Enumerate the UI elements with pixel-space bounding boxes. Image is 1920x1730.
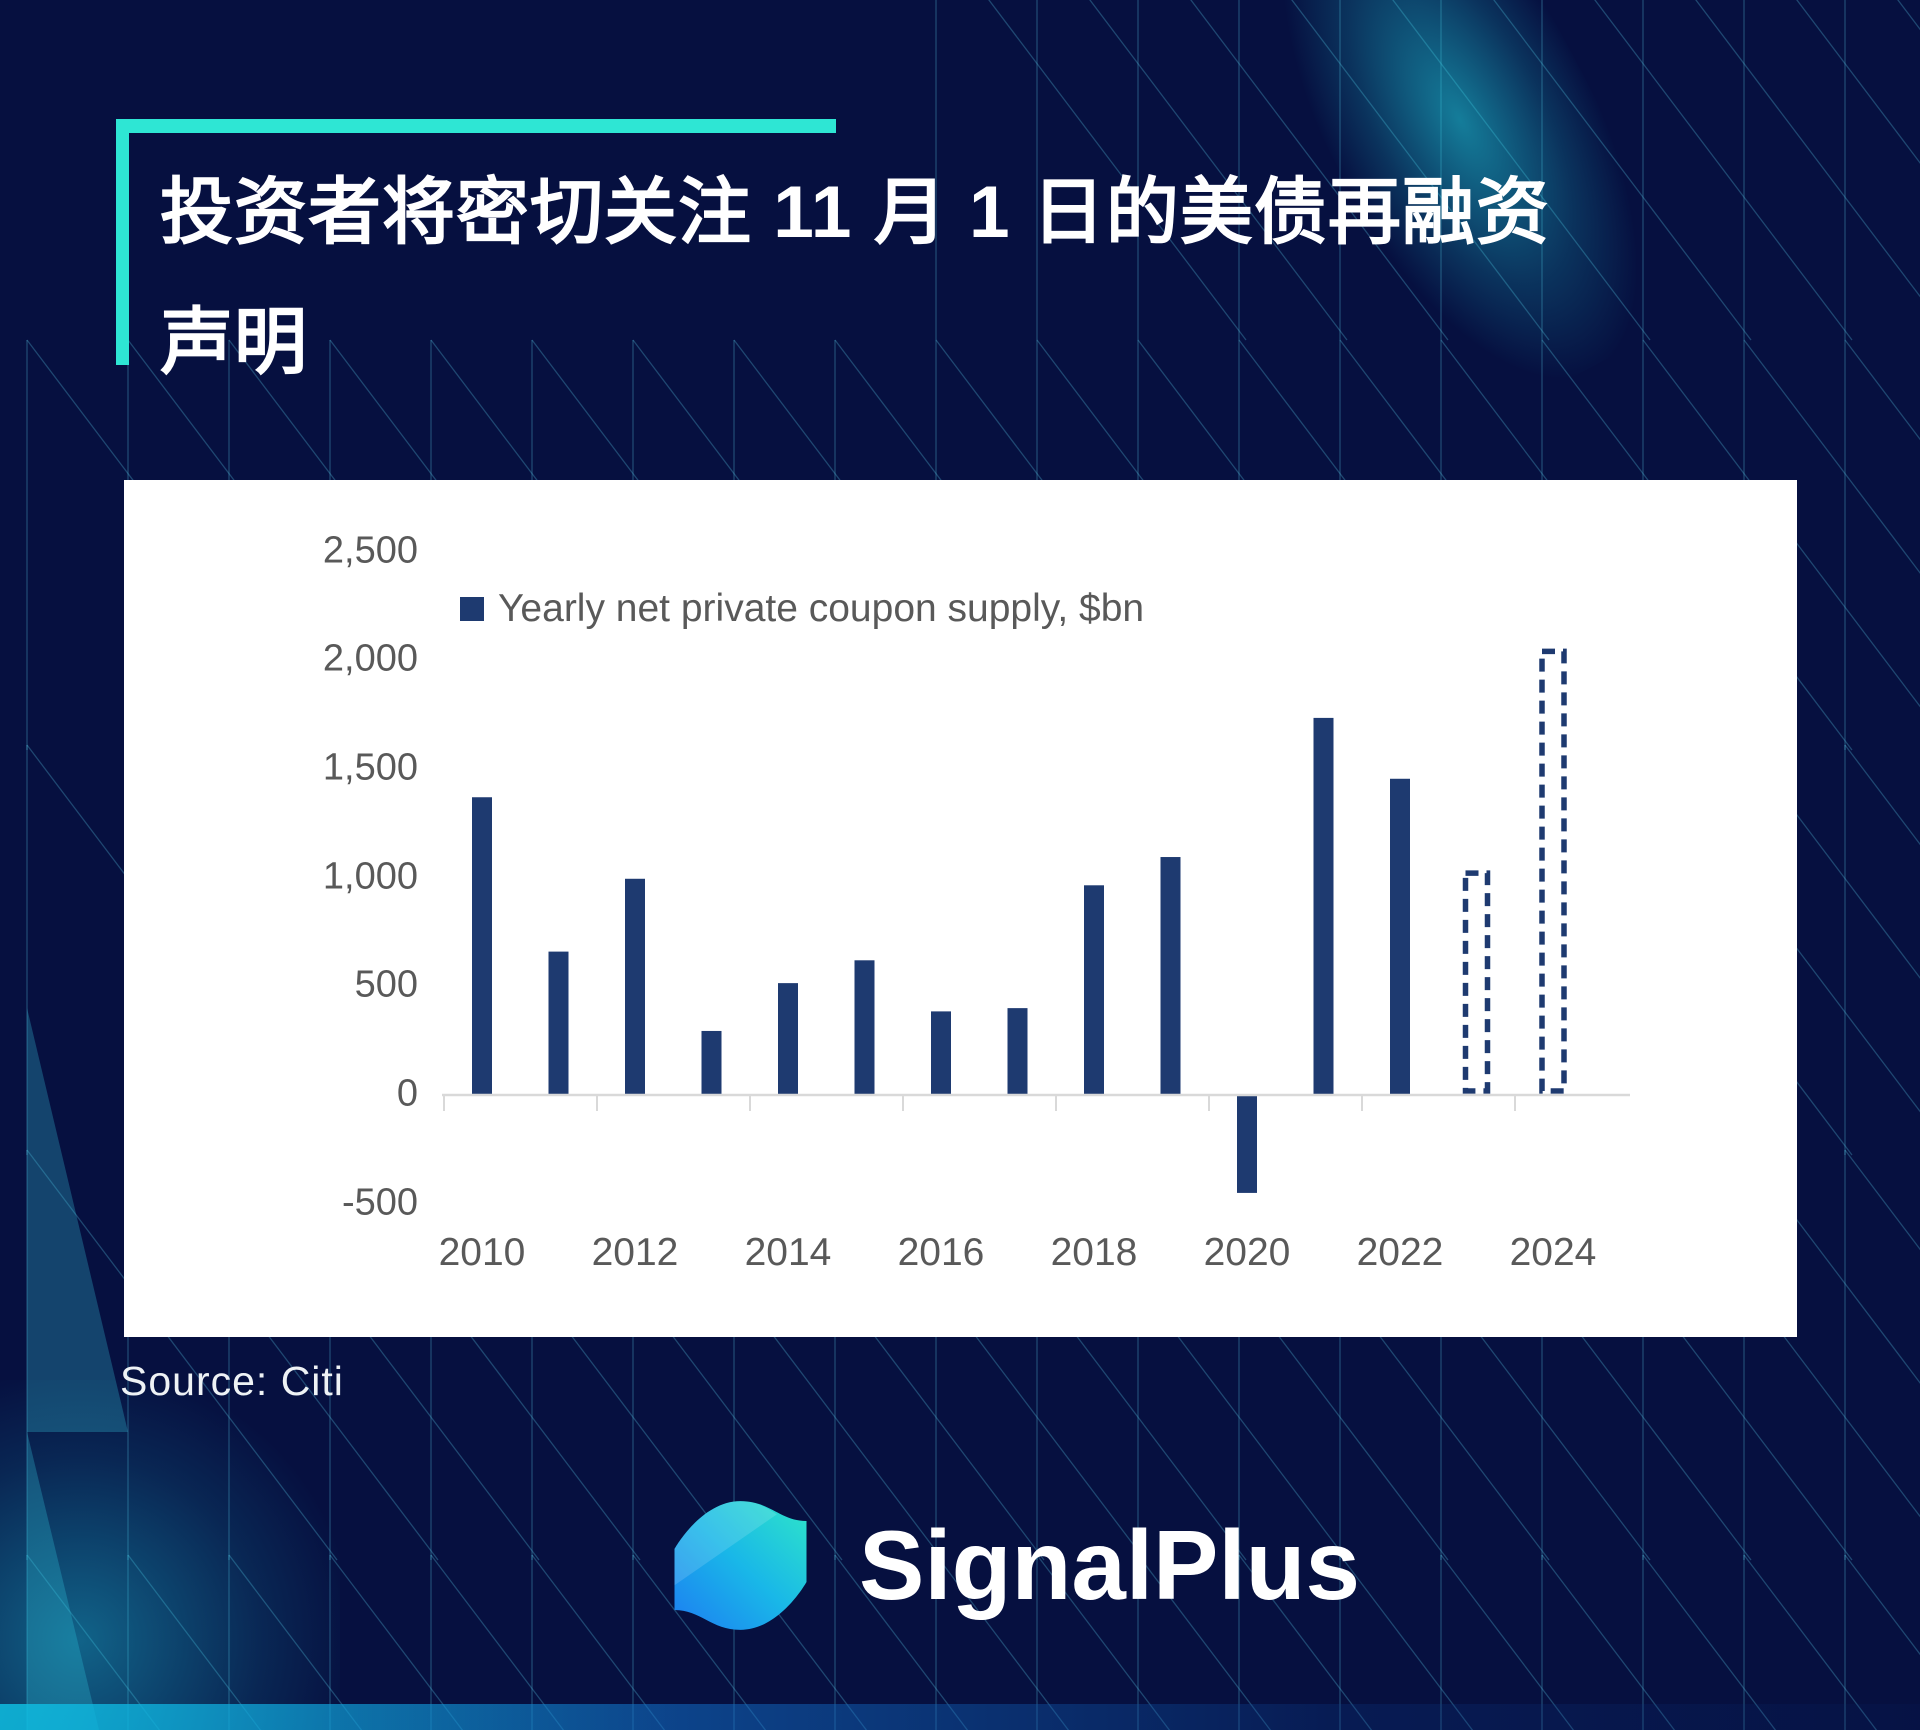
title-accent-bar-left [116, 119, 129, 365]
x-axis-label: 2010 [438, 1231, 526, 1274]
pattern-line [1796, 0, 1920, 164]
x-axis-label: 2020 [1203, 1231, 1291, 1274]
pattern-line [1897, 0, 1920, 31]
signalplus-logo-icon [674, 1501, 807, 1630]
bar-2018 [1084, 885, 1104, 1094]
pattern-line [1844, 744, 1920, 846]
y-axis-label: -500 [341, 1181, 418, 1224]
bar-2015 [854, 960, 875, 1094]
x-axis-label: 2014 [744, 1231, 832, 1274]
y-axis-label: 2,500 [322, 529, 418, 571]
y-axis-label: 500 [354, 963, 418, 1006]
bar-2023 [1462, 870, 1491, 1094]
brand-name: SignalPlus [859, 1510, 1361, 1620]
title-accent-bar-top [116, 119, 836, 133]
bar-2021 [1313, 717, 1334, 1094]
bar-plot [442, 648, 1630, 1193]
bar-2017 [1007, 1008, 1028, 1094]
bar-2019 [1160, 857, 1181, 1094]
y-axis-label: 0 [396, 1072, 418, 1115]
bar-2020 [1237, 1094, 1257, 1193]
bar-2016 [931, 1011, 951, 1094]
bar-2013 [701, 1030, 722, 1094]
teal-glow-bottom-left [0, 1380, 340, 1730]
y-axis-label: 1,000 [322, 855, 418, 898]
y-axis-label: 2,000 [322, 637, 418, 680]
bar-2024 [1539, 648, 1567, 1094]
footer-gradient-strip [0, 1704, 1920, 1730]
brand-logo: SignalPlus [658, 1483, 1360, 1648]
pattern-line [1844, 1149, 1920, 1251]
page-title: 投资者将密切关注 11 月 1 日的美债再融资声明 [160, 172, 1550, 383]
pattern-line [1594, 0, 1853, 341]
x-axis-label: 2018 [1050, 1231, 1138, 1274]
pattern-line [1844, 339, 1920, 441]
chart-panel: Yearly net private coupon supply, $bn 2,… [124, 480, 1797, 1337]
bar-2010 [472, 797, 492, 1094]
pattern-triangle-fill [27, 1008, 128, 1432]
x-axis-label: 2024 [1509, 1231, 1597, 1274]
legend-swatch [460, 597, 484, 621]
bar-2022 [1390, 778, 1410, 1094]
bar-2014 [778, 983, 798, 1094]
x-axis-label: 2016 [897, 1231, 985, 1274]
bar-2012 [625, 878, 645, 1094]
bar-2011 [548, 951, 569, 1094]
x-axis-label: 2012 [591, 1231, 679, 1274]
pattern-line [1695, 0, 1920, 298]
y-axis-label: 1,500 [322, 746, 418, 789]
x-axis-label: 2022 [1356, 1231, 1444, 1274]
pattern-triangle-fill [27, 1432, 99, 1730]
source-caption: Source: Citi [120, 1358, 344, 1404]
